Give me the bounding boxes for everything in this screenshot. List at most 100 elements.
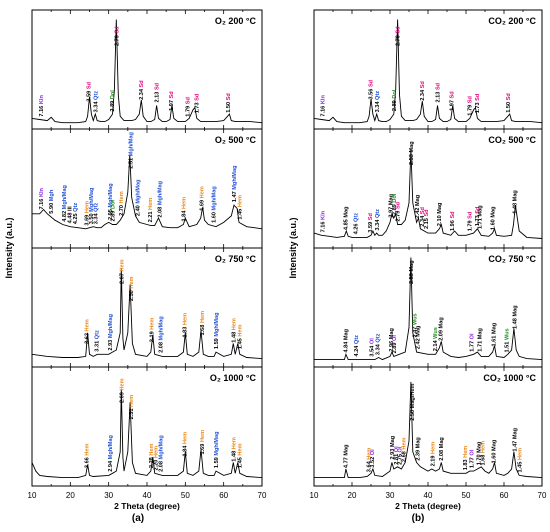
- peak-phase: Mgh/Mag: [214, 312, 220, 337]
- peak-label: 2.69 Hem: [119, 378, 125, 403]
- peak-phase: Mgh: [49, 189, 55, 201]
- peak-d-spacing: 3.59: [87, 89, 93, 101]
- peak-phase: Sd: [396, 26, 402, 34]
- x-tick-label: 20: [66, 491, 75, 500]
- peak-label: 3.56 Sd: [369, 79, 375, 99]
- peak-d-spacing: 1.48: [232, 330, 238, 342]
- peak-label: 2.81 Ol: [394, 446, 400, 465]
- peak-d-spacing: 1.68: [200, 323, 206, 335]
- peak-d-spacing: 2.79: [396, 34, 402, 46]
- peak-phase: Mag: [512, 190, 518, 202]
- peak-label: 1.73 Sd: [475, 93, 481, 113]
- peak-d-spacing: 1.60: [211, 210, 217, 222]
- peak-phase: Mag: [491, 322, 497, 334]
- peak-label: 2.68 Hem: [402, 437, 408, 462]
- peak-d-spacing: 1.50: [226, 100, 232, 112]
- peak-label: 1.77 Ol: [470, 449, 476, 468]
- peak-d-spacing: 4.82: [62, 209, 68, 221]
- peak-phase: Hem: [200, 430, 206, 442]
- peak-phase: Hem: [402, 437, 408, 449]
- peak-d-spacing: 2.42: [415, 206, 421, 218]
- peak-d-spacing: 7.16: [39, 104, 45, 116]
- peak-d-spacing: 2.89: [111, 209, 117, 221]
- peak-label: 2.42 Mag: [415, 325, 421, 349]
- peak-phase: Sd: [467, 211, 473, 219]
- peak-d-spacing: 4.48: [68, 211, 74, 223]
- peak-phase: Hem: [84, 319, 90, 331]
- peak-phase: Ill: [68, 206, 74, 211]
- peak-d-spacing: 1.45: [237, 207, 243, 219]
- peak-d-spacing: 3.56: [369, 87, 375, 99]
- peak-label: 2.40 Mgh/Mag: [135, 179, 141, 216]
- peak-phase: Hem: [129, 276, 135, 288]
- series-line: [31, 19, 263, 124]
- peak-label: 2.14 Wus: [433, 327, 439, 351]
- peak-phase: Sd: [194, 93, 200, 101]
- peak-d-spacing: 1.48: [512, 317, 518, 329]
- peak-label: 1.83 Hem: [183, 313, 189, 338]
- peak-d-spacing: 1.77: [470, 339, 476, 351]
- panel-title: O₂ 750 °C: [215, 254, 257, 264]
- peak-phase: Mgh/Mag: [108, 183, 114, 208]
- peak-label: 4.84 Mag: [344, 328, 350, 352]
- peak-label: 2.75 Ol: [398, 446, 404, 465]
- peak-phase: Ol: [470, 333, 476, 339]
- peak-label: 2.89 Dol: [111, 200, 117, 222]
- peak-d-spacing: 4.85: [344, 218, 350, 230]
- series-line: [314, 257, 543, 361]
- peak-phase: Ol: [398, 446, 404, 452]
- x-tick-label: 40: [143, 491, 152, 500]
- x-tick-label: 60: [219, 491, 228, 500]
- peak-d-spacing: 2.89: [110, 99, 116, 111]
- peak-d-spacing: 1.68: [481, 453, 487, 465]
- peak-d-spacing: 2.96: [389, 339, 395, 351]
- peak-d-spacing: 1.59: [214, 456, 220, 468]
- peak-label: 2.08 Mgh/Mag: [158, 316, 164, 353]
- peak-d-spacing: 1.48: [232, 449, 238, 461]
- peak-d-spacing: 3.64: [367, 460, 373, 472]
- peak-phase: Hem: [119, 191, 125, 203]
- peak-d-spacing: 1.60: [491, 451, 497, 463]
- peak-d-spacing: 1.84: [181, 209, 187, 221]
- x-tick-label: 10: [310, 491, 319, 500]
- peak-phase: Mgh/Mag: [62, 185, 68, 210]
- peak-label: 2.53 Mag: [409, 141, 415, 165]
- peak-d-spacing: 3.34: [375, 218, 381, 230]
- peak-label: 2.08 Mgh/Mag: [158, 435, 164, 472]
- peak-phase: Hem: [200, 311, 206, 323]
- peak-d-spacing: 2.89: [392, 203, 398, 215]
- peak-d-spacing: 2.51: [129, 156, 135, 168]
- peak-label: 3.59 Sd: [368, 213, 374, 233]
- peak-label: 2.51 Hem: [129, 395, 135, 420]
- peak-label: 1.69 Hem: [199, 186, 205, 211]
- peak-phase: Mag: [409, 260, 415, 272]
- peak-d-spacing: 2.08: [158, 340, 164, 352]
- peak-phase: Hem: [84, 443, 90, 455]
- peak-label: 1.79 Sd: [467, 211, 473, 231]
- peak-label: 2.93 Mag: [390, 435, 396, 459]
- peak-phase: Sd: [369, 79, 375, 87]
- peak-phase: Mag: [439, 437, 445, 449]
- peak-d-spacing: 2.53: [409, 272, 415, 284]
- peak-label: 1.79 Sd: [467, 96, 473, 116]
- peak-label: 1.96 Sd: [450, 211, 456, 231]
- peak-phase: Hem: [463, 446, 469, 458]
- peak-label: 3.50 Mgh/Mag: [89, 187, 95, 224]
- peak-label: 1.47 Mag: [512, 427, 518, 451]
- peak-d-spacing: 2.15: [424, 217, 430, 229]
- peak-label: 3.59 Sd: [87, 81, 93, 101]
- peak-label: 4.48 Ill: [68, 206, 74, 224]
- peak-phase: Mag: [344, 206, 350, 218]
- peak-phase: Sd: [396, 201, 402, 209]
- caption-b: (b): [412, 513, 425, 524]
- peak-phase: Mag: [491, 206, 497, 218]
- peak-label: 2.89 Dol: [110, 90, 116, 112]
- peak-d-spacing: 2.39: [416, 448, 422, 460]
- peak-label: 2.96 Mag: [389, 327, 395, 351]
- peak-phase: Qtz: [375, 209, 381, 218]
- panel-title: CO₂ 750 °C: [488, 254, 536, 264]
- peak-label: 3.66 Hem: [84, 443, 90, 468]
- peak-d-spacing: 1.60: [491, 218, 497, 230]
